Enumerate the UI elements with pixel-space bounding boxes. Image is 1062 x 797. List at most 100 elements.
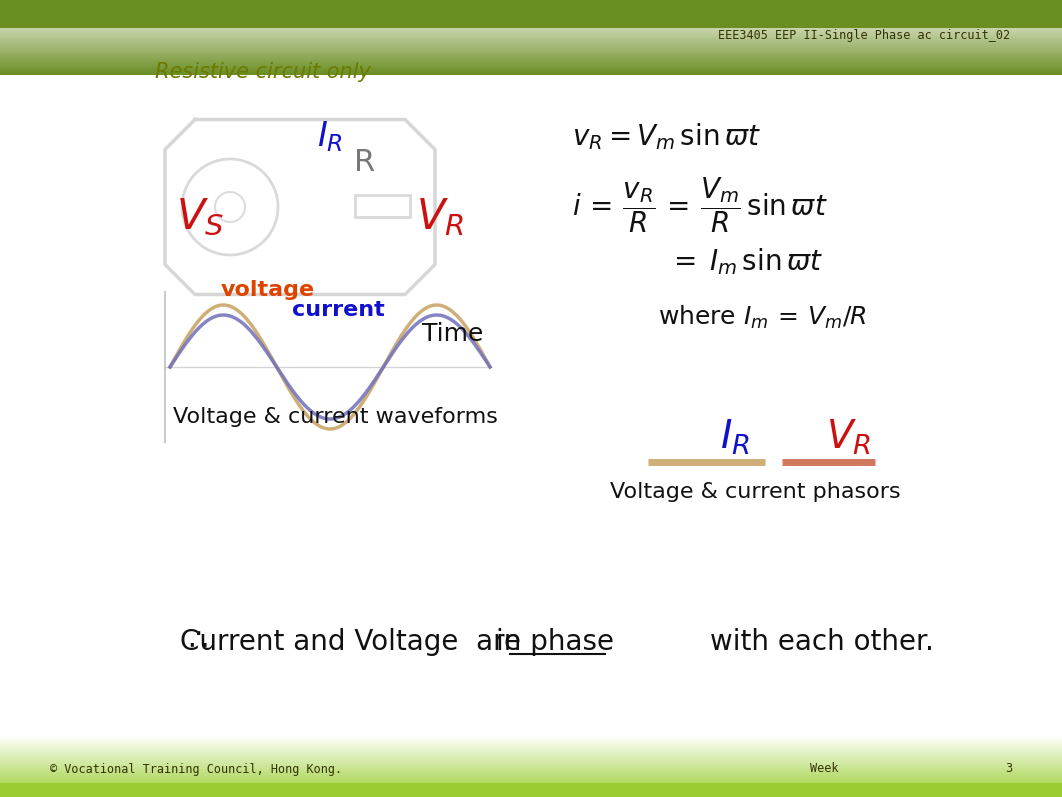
- Bar: [0, 8, 1062, 10]
- Bar: [0, 72, 1062, 73]
- Bar: [0, 759, 1062, 760]
- Bar: [0, 747, 1062, 748]
- Bar: [0, 60, 1062, 61]
- Bar: [0, 17, 1062, 18]
- Bar: [0, 741, 1062, 743]
- Bar: [0, 792, 1062, 793]
- Bar: [0, 22, 1062, 23]
- Bar: [0, 62, 1062, 64]
- Bar: [0, 15, 1062, 17]
- Bar: [0, 780, 1062, 782]
- Bar: [0, 35, 1062, 37]
- Bar: [0, 790, 1062, 791]
- Text: with each other.: with each other.: [710, 628, 933, 656]
- Bar: [0, 26, 1062, 28]
- Text: Voltage & current waveforms: Voltage & current waveforms: [172, 407, 497, 427]
- Bar: [0, 5, 1062, 6]
- Bar: [0, 55, 1062, 57]
- Bar: [0, 748, 1062, 750]
- Bar: [0, 776, 1062, 778]
- Bar: [0, 757, 1062, 758]
- Bar: [0, 750, 1062, 752]
- Bar: [0, 29, 1062, 31]
- Bar: [0, 743, 1062, 744]
- Bar: [0, 765, 1062, 767]
- Bar: [0, 0, 1062, 28]
- Bar: [0, 793, 1062, 795]
- Bar: [0, 34, 1062, 36]
- Bar: [0, 773, 1062, 775]
- Bar: [0, 39, 1062, 41]
- Bar: [0, 771, 1062, 773]
- Bar: [0, 742, 1062, 744]
- Bar: [0, 18, 1062, 19]
- Bar: [0, 28, 1062, 29]
- Bar: [0, 9, 1062, 10]
- Bar: [0, 737, 1062, 739]
- Text: $V_S$: $V_S$: [176, 196, 224, 238]
- Bar: [0, 56, 1062, 57]
- Bar: [0, 786, 1062, 787]
- Bar: [0, 784, 1062, 785]
- Bar: [0, 66, 1062, 68]
- Bar: [0, 30, 1062, 32]
- Bar: [0, 63, 1062, 65]
- Text: $V_R$: $V_R$: [825, 418, 871, 457]
- Bar: [0, 69, 1062, 70]
- Bar: [0, 764, 1062, 765]
- Bar: [0, 771, 1062, 772]
- Bar: [0, 61, 1062, 62]
- Bar: [0, 13, 1062, 14]
- Bar: [0, 14, 1062, 15]
- Bar: [0, 1, 1062, 2]
- Bar: [0, 20, 1062, 22]
- Bar: [0, 794, 1062, 795]
- Bar: [0, 751, 1062, 752]
- Bar: [0, 2, 1062, 4]
- Text: $= \; I_m\,\sin\varpi t$: $= \; I_m\,\sin\varpi t$: [668, 246, 823, 277]
- Bar: [0, 785, 1062, 786]
- Bar: [0, 40, 1062, 41]
- Bar: [0, 740, 1062, 742]
- Bar: [0, 781, 1062, 783]
- Bar: [0, 49, 1062, 51]
- Bar: [0, 47, 1062, 49]
- Text: R: R: [355, 147, 376, 176]
- Bar: [0, 57, 1062, 58]
- Bar: [0, 746, 1062, 748]
- Bar: [0, 783, 1062, 784]
- Text: Resistive circuit only: Resistive circuit only: [155, 62, 371, 82]
- Text: Voltage & current phasors: Voltage & current phasors: [610, 482, 901, 502]
- Bar: [0, 766, 1062, 768]
- Text: $I_R$: $I_R$: [720, 418, 750, 457]
- Bar: [0, 793, 1062, 794]
- Bar: [0, 787, 1062, 788]
- Text: in phase: in phase: [496, 628, 614, 656]
- Bar: [0, 46, 1062, 48]
- Bar: [0, 795, 1062, 796]
- Bar: [0, 768, 1062, 769]
- Bar: [0, 782, 1062, 783]
- Bar: [0, 70, 1062, 71]
- Bar: [0, 768, 1062, 770]
- Text: © Vocational Training Council, Hong Kong.: © Vocational Training Council, Hong Kong…: [50, 763, 342, 775]
- Bar: [0, 795, 1062, 797]
- Bar: [0, 45, 1062, 47]
- Bar: [0, 0, 1062, 1]
- Bar: [0, 54, 1062, 55]
- Bar: [0, 783, 1062, 797]
- Bar: [0, 41, 1062, 42]
- Bar: [0, 736, 1062, 738]
- Bar: [0, 68, 1062, 69]
- Bar: [0, 38, 1062, 39]
- Bar: [0, 57, 1062, 59]
- Bar: [0, 772, 1062, 774]
- Bar: [0, 51, 1062, 53]
- Bar: [0, 33, 1062, 35]
- Bar: [0, 44, 1062, 45]
- Bar: [0, 24, 1062, 26]
- Bar: [0, 752, 1062, 754]
- Bar: [0, 758, 1062, 759]
- Bar: [0, 765, 1062, 766]
- Bar: [0, 2, 1062, 3]
